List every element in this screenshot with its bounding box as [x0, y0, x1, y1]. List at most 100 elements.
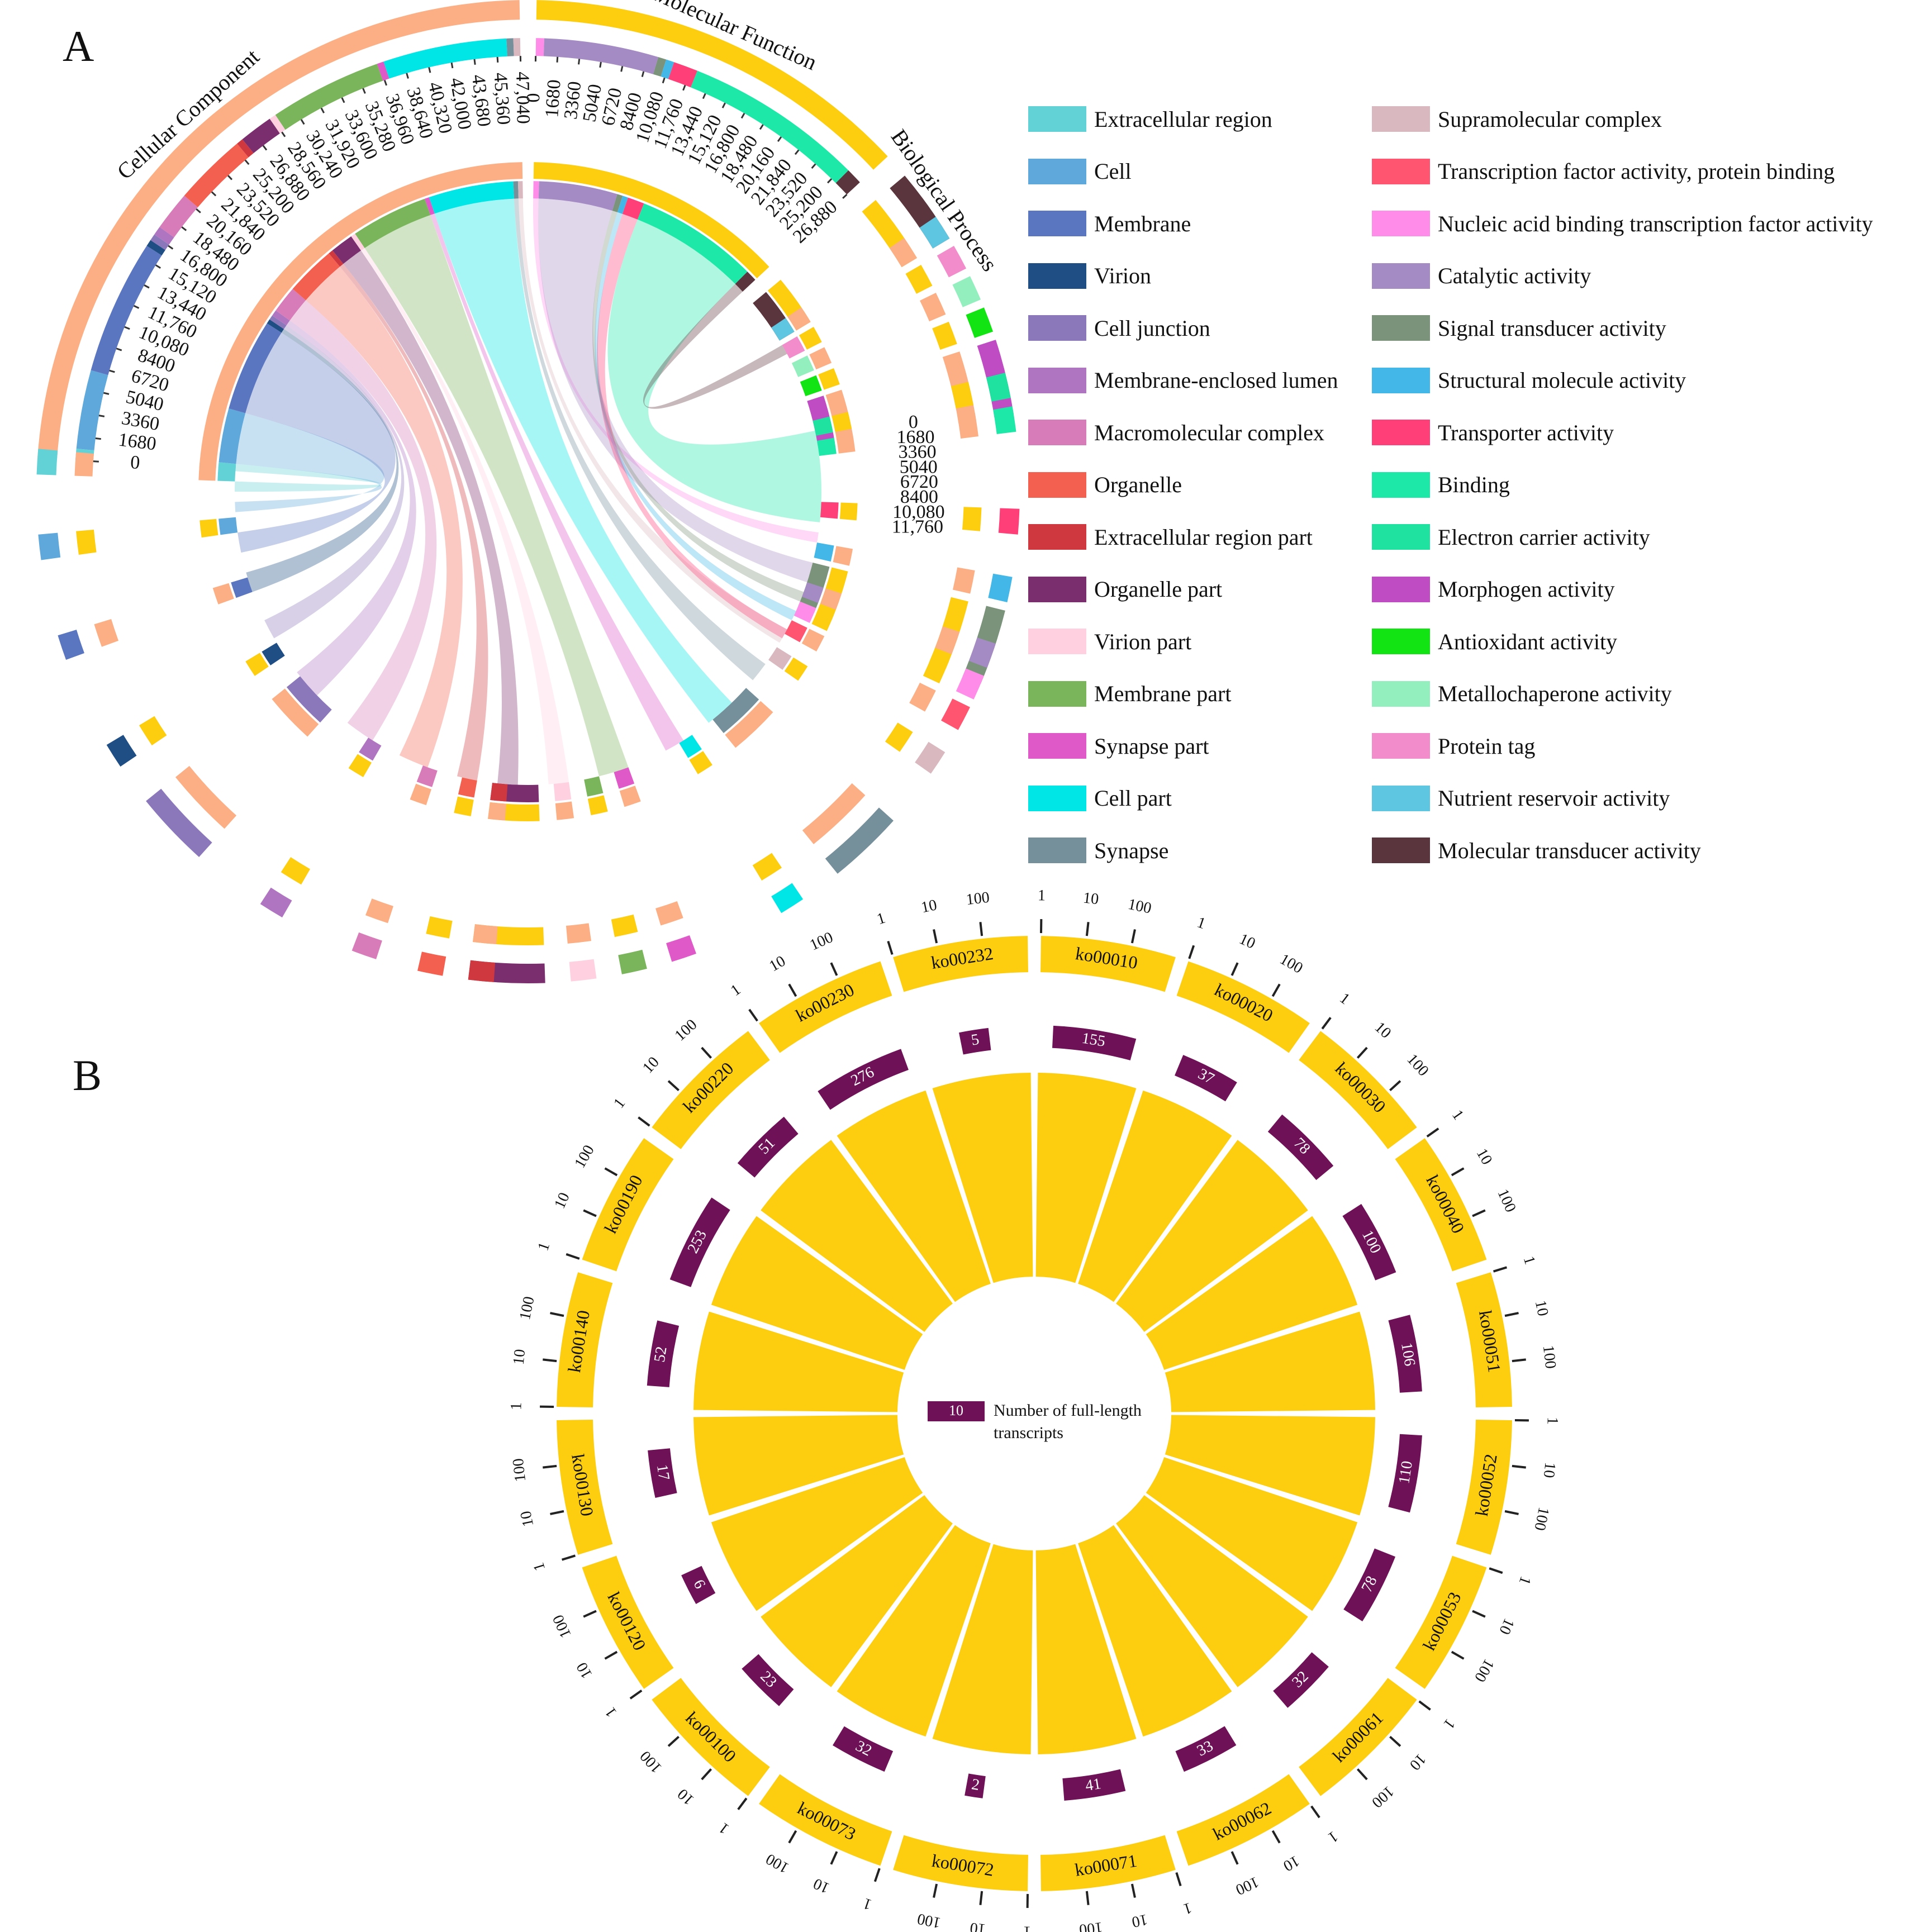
kegg-petal: [1116, 1140, 1308, 1332]
cc-tick: [383, 79, 388, 86]
kegg-scale-tick: [1389, 1080, 1401, 1092]
bp-inner-segment: [272, 688, 319, 737]
legend-item: Cell part: [1028, 784, 1172, 812]
bp-inner-category: [802, 582, 824, 603]
kegg-scale-tick: [1175, 1872, 1182, 1887]
chord-ribbon: [306, 267, 463, 768]
kegg-scale-tick: [701, 1768, 712, 1781]
kegg-scale-label: 10: [1280, 1852, 1303, 1875]
chord-ribbon: [538, 198, 813, 583]
bp-inner-category: [771, 318, 795, 341]
cc-scale-label: 1680: [117, 429, 158, 454]
legend-label: Binding: [1438, 472, 1510, 497]
bp-inner-category: [800, 375, 822, 397]
cc-category-segment: [146, 240, 165, 256]
kegg-petal: [837, 1525, 991, 1737]
bp-inner-category: [813, 416, 833, 436]
legend-label: Cell junction: [1094, 315, 1210, 341]
cc-category-segment: [184, 144, 249, 207]
legend-swatch: [1372, 367, 1430, 393]
kegg-scale-tick: [1504, 1312, 1519, 1317]
kegg-scale-label: 1: [861, 1895, 874, 1914]
cc-tick: [496, 56, 499, 63]
kegg-scale-tick: [667, 1080, 680, 1092]
bp-outer-segment: [351, 932, 382, 959]
kegg-scale-tick: [604, 1650, 618, 1660]
kegg-scale-tick: [1472, 1209, 1486, 1217]
kegg-petal: [1078, 1090, 1232, 1302]
kegg-petal: [711, 1457, 923, 1611]
bp-mid-segment: [175, 765, 237, 829]
kegg-scale-label: 1: [1195, 913, 1208, 932]
bp-outer-segment: [569, 959, 597, 982]
kegg-value-bar: [737, 1116, 799, 1178]
cc-inner-category: [218, 408, 246, 464]
kegg-scale-tick: [1356, 1046, 1368, 1059]
cc-tick: [473, 59, 476, 65]
cc-tick: [428, 67, 431, 73]
kegg-scale-label: 10: [920, 896, 939, 916]
kegg-legend-swatch: [928, 1401, 985, 1421]
bp-mid-segment: [932, 321, 957, 350]
kegg-scale-tick: [629, 1690, 643, 1700]
bp-inner-category: [768, 647, 792, 670]
kegg-scale-label: 1: [1023, 1923, 1031, 1932]
kegg-value-bar: [818, 1049, 909, 1110]
cc-category-segment: [76, 370, 108, 451]
bp-outer-segment: [956, 668, 984, 699]
bp-inner-category: [490, 783, 508, 802]
legend-item: Signal transducer activity: [1372, 314, 1666, 342]
bp-scale-label: 1680: [897, 427, 935, 448]
legend-label: Supramolecular complex: [1438, 106, 1662, 132]
bp-outer-segment: [417, 951, 446, 976]
kegg-scale-label: 10: [766, 953, 788, 975]
mf-outer-arc: [536, 0, 888, 170]
bp-outer-segment: [968, 637, 996, 668]
kegg-scale-tick: [604, 1167, 618, 1177]
cc-inner-category: [351, 234, 365, 251]
legend-item: Synapse: [1028, 836, 1168, 864]
legend-label: Nucleic acid binding transcription facto…: [1438, 211, 1873, 236]
bp-inner-category: [785, 620, 807, 643]
kegg-petal: [1116, 1495, 1308, 1687]
bp-inner-category: [791, 355, 814, 377]
cc-tick: [181, 226, 187, 231]
kegg-scale-tick: [1230, 962, 1239, 976]
cc-category-segment: [154, 227, 174, 245]
bp-inner-segment: [410, 783, 431, 806]
cc-tick: [244, 159, 250, 165]
kegg-scale-label: 100: [1277, 950, 1306, 977]
kegg-segment: [1299, 1031, 1417, 1149]
cc-tick: [98, 415, 105, 417]
kegg-scale-tick: [933, 1883, 938, 1898]
kegg-value-label: 5: [970, 1031, 981, 1049]
legend-item: Antioxidant activity: [1372, 627, 1617, 655]
kegg-segment: [652, 1031, 770, 1149]
legend-item: Morphogen activity: [1372, 575, 1615, 603]
legend-item: Transporter activity: [1372, 418, 1614, 446]
legend-item: Binding: [1372, 471, 1510, 499]
kegg-scale-tick: [788, 983, 797, 997]
cc-inner-category: [355, 198, 431, 248]
cc-category-segment: [91, 245, 162, 375]
chord-ribbon: [434, 198, 732, 723]
mf-tick: [662, 77, 666, 84]
bp-inner-category: [814, 543, 834, 562]
legend-label: Extracellular region: [1094, 106, 1272, 132]
kegg-scale-label: 1: [1515, 1574, 1534, 1587]
mf-tick: [842, 193, 848, 199]
bp-inner-segment: [833, 546, 853, 566]
kegg-scale-label: 10: [1406, 1750, 1429, 1774]
bp-mid-segment: [905, 265, 933, 294]
legend-item: Extracellular region part: [1028, 523, 1313, 551]
kegg-scale-tick: [887, 940, 894, 955]
legend-label: Synapse part: [1094, 733, 1209, 759]
kegg-segment: [652, 1678, 770, 1796]
legend-swatch: [1372, 263, 1430, 289]
bp-scale-label: 5040: [900, 456, 938, 477]
kegg-scale-label: 1: [610, 1095, 629, 1112]
cc-inner-category: [292, 253, 340, 301]
cc-inner-arc: [199, 162, 523, 470]
bp-inner-segment: [809, 347, 832, 370]
